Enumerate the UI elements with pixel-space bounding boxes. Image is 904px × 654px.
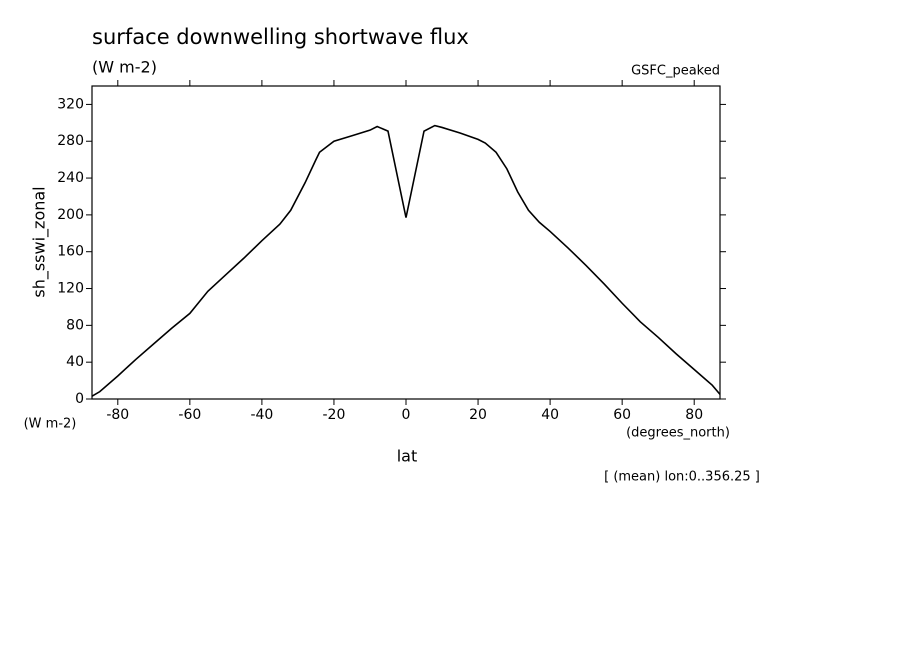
x-axis-label: lat (397, 447, 418, 466)
y-tick-label: 240 (57, 170, 84, 186)
x-tick-label: 20 (469, 407, 487, 423)
data-line (91, 124, 721, 397)
x-tick-label: -80 (106, 407, 129, 423)
y-tick-label: 320 (57, 96, 84, 112)
chart-title: surface downwelling shortwave flux (92, 25, 469, 49)
dataset-label: GSFC_peaked (631, 64, 720, 79)
x-tick-label: -60 (178, 407, 201, 423)
y-tick-label: 0 (75, 391, 84, 407)
x-tick-label: 40 (541, 407, 559, 423)
y-tick-label: 80 (66, 317, 84, 333)
x-tick-label: 80 (685, 407, 703, 423)
y-tick-label: 120 (57, 281, 84, 297)
x-units: (degrees_north) (626, 426, 730, 441)
plot-frame (91, 85, 721, 400)
y-tick-label: 280 (57, 133, 84, 149)
x-tick-label: -40 (250, 407, 273, 423)
x-tick-label: 60 (613, 407, 631, 423)
annotation: [ (mean) lon:0..356.25 ] (604, 470, 760, 485)
y-tick-label: 200 (57, 207, 84, 223)
y-units: (W m-2) (24, 417, 77, 432)
x-tick-label: -20 (323, 407, 346, 423)
y-tick-label: 40 (66, 354, 84, 370)
subtitle: (W m-2) (92, 58, 157, 77)
y-axis-label: sh_sswi_zonal (30, 186, 50, 297)
x-tick-label: 0 (402, 407, 411, 423)
y-tick-label: 160 (57, 244, 84, 260)
